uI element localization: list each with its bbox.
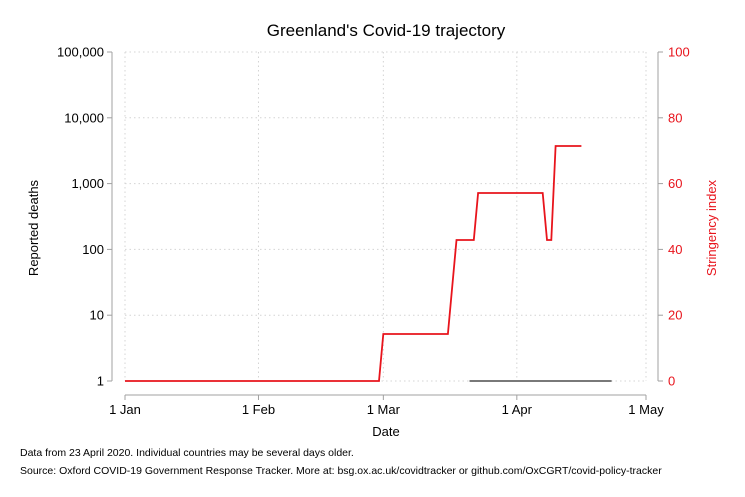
data-date-note: Data from 23 April 2020. Individual coun… bbox=[20, 447, 354, 459]
x-tick-label: 1 Jan bbox=[109, 402, 141, 417]
y-tick-label-left: 10 bbox=[90, 308, 104, 323]
y-tick-label-left: 100,000 bbox=[57, 45, 104, 60]
gridlines bbox=[124, 51, 647, 382]
y-tick-label-right: 0 bbox=[668, 374, 675, 389]
y-axis-label: Reported deaths bbox=[26, 179, 41, 276]
x-tick-label: 1 Feb bbox=[242, 402, 275, 417]
y-tick-label-right: 60 bbox=[668, 176, 682, 191]
y-tick-label-left: 100 bbox=[82, 242, 104, 257]
y-tick-label-left: 10,000 bbox=[64, 110, 104, 125]
x-axis-label: Date bbox=[372, 424, 399, 439]
y2-axis-label: Stringency index bbox=[704, 179, 719, 276]
y-tick-label-right: 40 bbox=[668, 242, 682, 257]
axes bbox=[107, 51, 663, 400]
x-tick-label: 1 Apr bbox=[502, 402, 533, 417]
y-tick-label-right: 80 bbox=[668, 110, 682, 125]
y-tick-label-left: 1,000 bbox=[71, 176, 104, 191]
source-note: Source: Oxford COVID-19 Government Respo… bbox=[20, 465, 662, 477]
chart-title: Greenland's Covid-19 trajectory bbox=[267, 21, 506, 40]
y-tick-label-right: 20 bbox=[668, 308, 682, 323]
y-tick-label-left: 1 bbox=[97, 374, 104, 389]
x-tick-label: 1 Mar bbox=[367, 402, 401, 417]
tick-labels: 1 10 100 1,000 10,000 100,000 0 20 40 60 80 100 1 Ja… bbox=[57, 45, 690, 418]
series-line-stringency bbox=[125, 145, 582, 382]
x-tick-label: 1 May bbox=[628, 402, 664, 417]
series-lines bbox=[125, 145, 612, 382]
y-tick-label-right: 100 bbox=[668, 45, 690, 60]
